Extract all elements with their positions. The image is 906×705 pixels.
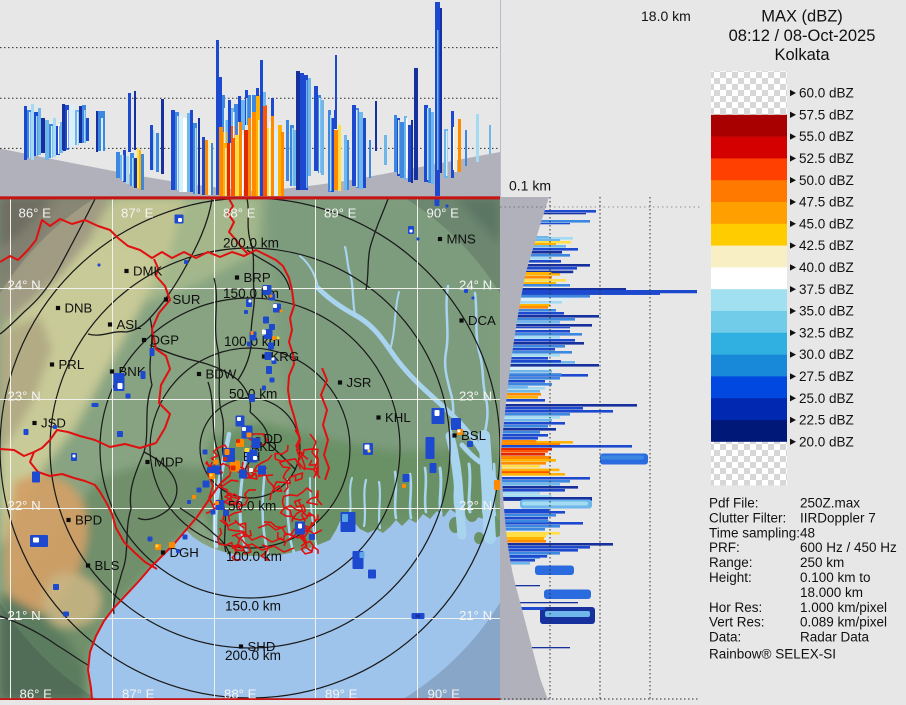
svg-text:KHL: KHL <box>385 410 411 425</box>
svg-text:100.0 km: 100.0 km <box>226 549 282 564</box>
svg-text:08:12 / 08-Oct-2025: 08:12 / 08-Oct-2025 <box>729 27 876 45</box>
svg-text:DGH: DGH <box>170 545 199 560</box>
svg-text:Pdf File:: Pdf File: <box>709 496 759 511</box>
svg-text:21° N: 21° N <box>8 608 41 623</box>
svg-text:BSL: BSL <box>461 428 486 443</box>
svg-text:45.0 dBZ: 45.0 dBZ <box>799 216 854 231</box>
svg-text:DD: DD <box>264 431 283 446</box>
svg-text:23° N: 23° N <box>8 389 41 404</box>
svg-text:24° N: 24° N <box>8 278 41 293</box>
svg-text:Hor Res:: Hor Res: <box>709 600 762 615</box>
svg-text:55.0 dBZ: 55.0 dBZ <box>799 129 854 144</box>
svg-text:IIRDoppler 7: IIRDoppler 7 <box>800 510 876 525</box>
svg-text:90° E: 90° E <box>428 687 461 701</box>
svg-text:ASL: ASL <box>117 317 142 332</box>
svg-text:BDW: BDW <box>206 367 237 382</box>
svg-text:86° E: 86° E <box>20 687 53 701</box>
svg-text:57.5 dBZ: 57.5 dBZ <box>799 107 854 122</box>
svg-text:22° N: 22° N <box>459 498 492 513</box>
svg-text:JSR: JSR <box>347 375 372 390</box>
svg-text:18.0 km: 18.0 km <box>641 8 691 24</box>
svg-text:40.0 dBZ: 40.0 dBZ <box>799 260 854 275</box>
svg-text:89° E: 89° E <box>324 206 357 221</box>
svg-text:50.0 km: 50.0 km <box>228 499 276 514</box>
svg-text:BPD: BPD <box>75 513 102 528</box>
svg-text:BLS: BLS <box>95 558 120 573</box>
svg-text:JSD: JSD <box>41 416 66 431</box>
svg-text:22.5 dBZ: 22.5 dBZ <box>799 413 854 428</box>
svg-text:1.000 km/pixel: 1.000 km/pixel <box>800 600 887 615</box>
svg-text:Clutter Filter:: Clutter Filter: <box>709 510 786 525</box>
svg-text:KRG: KRG <box>271 349 300 364</box>
svg-text:87° E: 87° E <box>122 687 155 701</box>
svg-text:20.0 dBZ: 20.0 dBZ <box>799 434 854 449</box>
svg-text:Range:: Range: <box>709 555 753 570</box>
svg-text:200.0 km: 200.0 km <box>225 648 281 663</box>
svg-text:250 km: 250 km <box>800 555 844 570</box>
svg-text:DCA: DCA <box>468 313 496 328</box>
svg-text:0.1 km: 0.1 km <box>509 178 551 194</box>
svg-text:23° N: 23° N <box>459 389 492 404</box>
svg-text:21° N: 21° N <box>459 608 492 623</box>
svg-text:DNB: DNB <box>65 301 93 316</box>
svg-text:PRF:: PRF: <box>709 540 740 555</box>
svg-text:24° N: 24° N <box>459 278 492 293</box>
svg-text:18.000 km: 18.000 km <box>800 585 863 600</box>
svg-text:600 Hz / 450 Hz: 600 Hz / 450 Hz <box>800 540 897 555</box>
svg-text:250Z.max: 250Z.max <box>800 496 860 511</box>
svg-text:42.5 dBZ: 42.5 dBZ <box>799 238 854 253</box>
svg-text:BRP: BRP <box>244 270 271 285</box>
svg-text:90° E: 90° E <box>427 206 460 221</box>
svg-text:30.0 dBZ: 30.0 dBZ <box>799 347 854 362</box>
svg-text:0.089 km/pixel: 0.089 km/pixel <box>800 615 887 630</box>
svg-text:52.5 dBZ: 52.5 dBZ <box>799 151 854 166</box>
svg-text:Time sampling:48: Time sampling:48 <box>709 525 815 540</box>
svg-text:86° E: 86° E <box>19 206 52 221</box>
svg-text:0.100 km to: 0.100 km to <box>800 570 871 585</box>
svg-text:Kolkata: Kolkata <box>774 46 830 64</box>
svg-text:89° E: 89° E <box>325 687 358 701</box>
svg-text:88° E: 88° E <box>223 206 256 221</box>
svg-text:87° E: 87° E <box>121 206 154 221</box>
svg-text:Radar Data: Radar Data <box>800 630 870 645</box>
svg-text:DMK: DMK <box>133 264 163 279</box>
svg-text:SUR: SUR <box>173 292 201 307</box>
svg-text:Height:: Height: <box>709 570 752 585</box>
svg-text:MDP: MDP <box>154 455 184 470</box>
svg-text:37.5 dBZ: 37.5 dBZ <box>799 282 854 297</box>
svg-text:60.0 dBZ: 60.0 dBZ <box>799 86 854 101</box>
svg-text:200.0 km: 200.0 km <box>223 236 279 251</box>
svg-text:50.0 dBZ: 50.0 dBZ <box>799 173 854 188</box>
svg-text:22° N: 22° N <box>8 498 41 513</box>
svg-text:88° E: 88° E <box>224 687 257 701</box>
svg-text:25.0 dBZ: 25.0 dBZ <box>799 391 854 406</box>
svg-text:SHD: SHD <box>248 639 276 654</box>
svg-text:35.0 dBZ: 35.0 dBZ <box>799 304 854 319</box>
svg-text:47.5 dBZ: 47.5 dBZ <box>799 195 854 210</box>
svg-text:150.0 km: 150.0 km <box>225 599 281 614</box>
svg-text:MAX (dBZ): MAX (dBZ) <box>761 8 843 26</box>
svg-text:Rainbow® SELEX-SI: Rainbow® SELEX-SI <box>709 646 836 661</box>
svg-text:32.5 dBZ: 32.5 dBZ <box>799 325 854 340</box>
svg-text:PRL: PRL <box>59 357 85 372</box>
svg-text:Vert Res:: Vert Res: <box>709 615 765 630</box>
svg-text:BNK: BNK <box>119 364 146 379</box>
svg-text:MNS: MNS <box>447 232 477 247</box>
svg-text:27.5 dBZ: 27.5 dBZ <box>799 369 854 384</box>
svg-text:DGP: DGP <box>151 333 180 348</box>
svg-text:Data:: Data: <box>709 630 741 645</box>
